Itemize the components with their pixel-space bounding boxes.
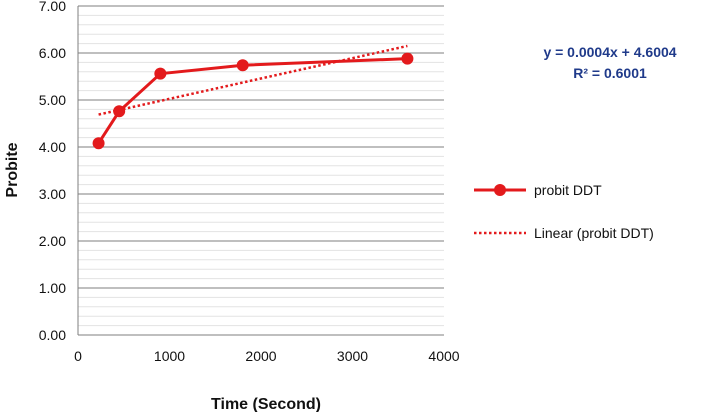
x-tick-label: 2000 bbox=[245, 348, 276, 364]
legend-marker-probit-ddt bbox=[494, 184, 506, 196]
trendline-r-squared: R² = 0.6001 bbox=[573, 65, 647, 81]
grid-lines bbox=[78, 5, 444, 336]
data-point-probit-ddt bbox=[113, 105, 126, 118]
axes bbox=[77, 6, 444, 336]
trendline-linear bbox=[98, 44, 408, 116]
data-point-probit-ddt bbox=[154, 67, 167, 80]
x-tick-label: 3000 bbox=[337, 348, 368, 364]
series-layer bbox=[92, 44, 414, 150]
data-point-probit-ddt bbox=[401, 52, 414, 65]
y-tick-label: 4.00 bbox=[39, 139, 66, 155]
x-axis-ticks: 0 1000 2000 3000 4000 bbox=[74, 348, 460, 364]
y-tick-label: 1.00 bbox=[39, 280, 66, 296]
y-tick-label: 3.00 bbox=[39, 186, 66, 202]
legend: probit DDT Linear (probit DDT) bbox=[474, 182, 654, 241]
x-axis-title: Time (Second) bbox=[211, 396, 321, 412]
trendline-annotation: y = 0.0004x + 4.6004 R² = 0.6001 bbox=[543, 44, 676, 81]
data-point-probit-ddt bbox=[236, 59, 249, 72]
x-tick-label: 1000 bbox=[154, 348, 185, 364]
legend-label-probit-ddt: probit DDT bbox=[534, 182, 602, 198]
y-axis-ticks: 0.00 1.00 2.00 3.00 4.00 5.00 6.00 7.00 bbox=[39, 0, 66, 343]
y-tick-label: 2.00 bbox=[39, 233, 66, 249]
y-tick-label: 6.00 bbox=[39, 45, 66, 61]
y-tick-label: 5.00 bbox=[39, 92, 66, 108]
y-tick-label: 7.00 bbox=[39, 0, 66, 14]
data-point-probit-ddt bbox=[92, 137, 105, 150]
x-tick-label: 4000 bbox=[428, 348, 459, 364]
x-tick-label: 0 bbox=[74, 348, 82, 364]
trendline-equation: y = 0.0004x + 4.6004 bbox=[543, 44, 676, 60]
y-axis-title: Probite bbox=[4, 142, 21, 197]
y-tick-label: 0.00 bbox=[39, 327, 66, 343]
legend-label-linear: Linear (probit DDT) bbox=[534, 225, 654, 241]
